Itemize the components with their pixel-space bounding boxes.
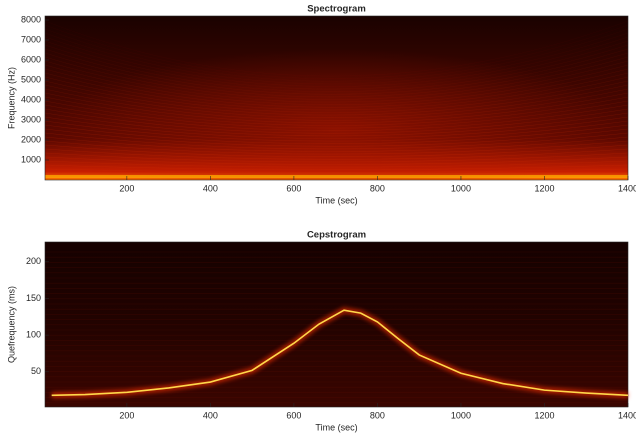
texture — [44, 128, 629, 147]
x-tick-label: 600 — [286, 410, 301, 420]
texture — [44, 84, 629, 118]
x-tick-label: 1400 — [618, 183, 636, 193]
texture — [44, 172, 629, 176]
x-tick-label: 800 — [370, 183, 385, 193]
texture — [44, 76, 629, 113]
texture — [44, 104, 629, 131]
y-tick-label: 3000 — [21, 114, 41, 124]
texture — [44, 48, 629, 95]
texture — [44, 28, 629, 82]
chart-title: Spectrogram — [307, 4, 366, 15]
texture — [44, 80, 629, 116]
x-tick-label: 600 — [286, 183, 301, 193]
x-tick-label: 200 — [119, 410, 134, 420]
x-tick-label: 400 — [203, 183, 218, 193]
texture — [44, 20, 629, 77]
texture — [44, 168, 629, 173]
texture — [44, 68, 629, 108]
chart-title: Cepstrogram — [307, 230, 366, 241]
texture — [44, 44, 629, 92]
x-tick-label: 200 — [119, 183, 134, 193]
texture — [44, 56, 629, 100]
y-tick-label: 1000 — [21, 154, 41, 164]
texture — [45, 175, 628, 178]
y-axis-label: Frequency (Hz) — [6, 67, 16, 129]
texture — [44, 164, 629, 170]
texture — [44, 32, 629, 85]
x-tick-label: 1200 — [534, 410, 554, 420]
texture — [44, 160, 629, 168]
y-tick-label: 2000 — [21, 134, 41, 144]
x-axis-label: Time (sec) — [315, 195, 357, 205]
texture — [44, 140, 629, 155]
texture — [44, 152, 629, 163]
y-tick-label: 200 — [26, 256, 41, 266]
plot-frame — [44, 241, 629, 408]
texture — [44, 64, 629, 105]
y-tick-label: 6000 — [21, 54, 41, 64]
texture — [44, 52, 629, 98]
texture — [44, 108, 629, 134]
texture — [44, 120, 629, 142]
plot-area — [45, 242, 628, 407]
x-tick-label: 1400 — [618, 410, 636, 420]
texture — [44, 36, 629, 87]
y-tick-label: 7000 — [21, 34, 41, 44]
y-tick-label: 100 — [26, 330, 41, 340]
texture — [44, 132, 629, 150]
texture — [44, 112, 629, 137]
x-tick-label: 1200 — [534, 183, 554, 193]
y-tick-label: 4000 — [21, 94, 41, 104]
texture — [44, 136, 629, 152]
texture — [44, 156, 629, 165]
texture — [44, 124, 629, 144]
texture — [44, 96, 629, 126]
ridge-line — [51, 309, 629, 397]
x-tick-label: 400 — [203, 410, 218, 420]
texture — [45, 16, 628, 180]
x-tick-label: 800 — [370, 410, 385, 420]
y-tick-label: 50 — [31, 366, 41, 376]
y-tick-label: 5000 — [21, 74, 41, 84]
y-tick-label: 8000 — [21, 14, 41, 24]
texture — [44, 100, 629, 129]
x-tick-label: 1000 — [451, 410, 471, 420]
texture — [44, 72, 629, 111]
y-axis-label: Quefrequency (ms) — [6, 286, 16, 363]
texture — [44, 60, 629, 103]
texture — [44, 24, 629, 79]
texture — [44, 116, 629, 139]
x-axis-label: Time (sec) — [315, 422, 357, 432]
y-tick-label: 150 — [26, 293, 41, 303]
plot-frame — [44, 15, 629, 181]
texture — [44, 88, 629, 121]
texture — [44, 92, 629, 124]
x-tick-label: 1000 — [451, 183, 471, 193]
texture — [44, 148, 629, 160]
texture — [44, 40, 629, 90]
texture — [44, 144, 629, 157]
